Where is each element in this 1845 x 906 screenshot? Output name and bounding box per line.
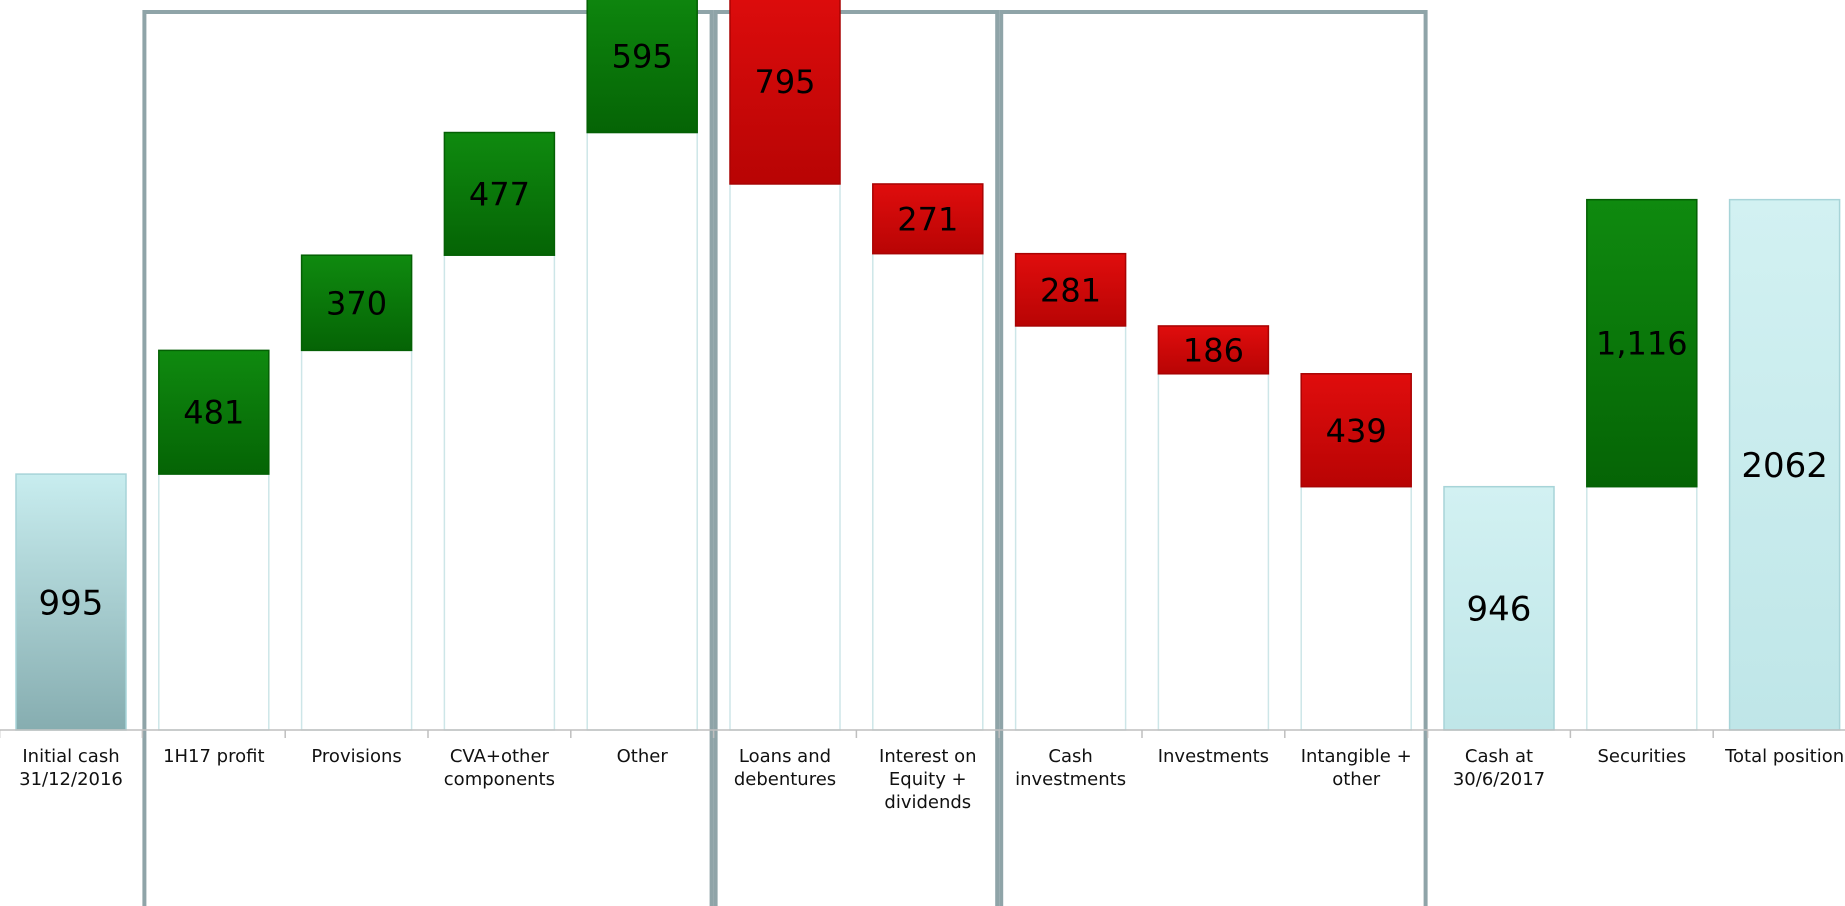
bar-total	[1728, 198, 1841, 731]
data-label: 186	[1183, 331, 1244, 369]
category-label: Securities	[1597, 746, 1686, 767]
category-label: Interest on Equity + dividends	[879, 746, 977, 813]
bar-increase	[1586, 198, 1698, 488]
bar-total	[1443, 485, 1555, 731]
data-label: 477	[469, 175, 530, 213]
bar-spacer	[586, 131, 698, 731]
bar-decrease	[872, 183, 984, 255]
bar-total	[15, 473, 127, 731]
data-label: 1,116	[1596, 325, 1688, 363]
data-label: 271	[897, 200, 958, 238]
bar-spacer	[1014, 325, 1127, 731]
bar-spacer	[300, 349, 413, 731]
group-box-1	[142, 10, 714, 906]
group-box-3	[999, 10, 1428, 906]
data-label: 995	[39, 583, 104, 623]
bar-spacer	[443, 254, 556, 731]
bar-spacer	[1157, 373, 1270, 731]
bar-spacer	[872, 252, 984, 731]
data-label: 946	[1467, 590, 1532, 630]
bar-decrease	[1157, 325, 1270, 375]
category-label: Intangible + other	[1301, 746, 1412, 790]
bar-increase	[586, 0, 698, 134]
data-label: 795	[754, 63, 815, 101]
category-label: Other	[617, 746, 669, 767]
category-label: 1H17 profit	[163, 746, 264, 767]
bar-decrease	[1014, 252, 1127, 327]
category-label: Provisions	[311, 746, 401, 767]
bar-increase	[443, 131, 556, 256]
bar-spacer	[158, 473, 270, 731]
data-label: 2062	[1741, 446, 1828, 486]
bar-increase	[300, 254, 413, 352]
category-label: Cash at 30/6/2017	[1453, 746, 1545, 790]
category-label: Total position	[1724, 746, 1844, 767]
category-label: CVA+other components	[444, 746, 555, 790]
category-label: Cash investments	[1015, 746, 1126, 790]
bar-increase	[158, 349, 270, 475]
category-label: Initial cash 31/12/2016	[19, 746, 123, 790]
bar-spacer	[1586, 485, 1698, 731]
category-label: Investments	[1158, 746, 1269, 767]
bar-spacer	[1300, 485, 1412, 731]
bar-decrease	[1300, 373, 1412, 488]
data-label: 481	[183, 394, 244, 432]
bar-spacer	[729, 183, 841, 731]
data-label: 439	[1326, 412, 1387, 450]
group-box-2	[713, 10, 1000, 906]
bar-decrease	[729, 0, 841, 185]
data-label: 370	[326, 284, 387, 322]
data-label: 595	[612, 38, 673, 76]
data-label: 281	[1040, 271, 1101, 309]
category-label: Loans and debentures	[734, 746, 836, 790]
